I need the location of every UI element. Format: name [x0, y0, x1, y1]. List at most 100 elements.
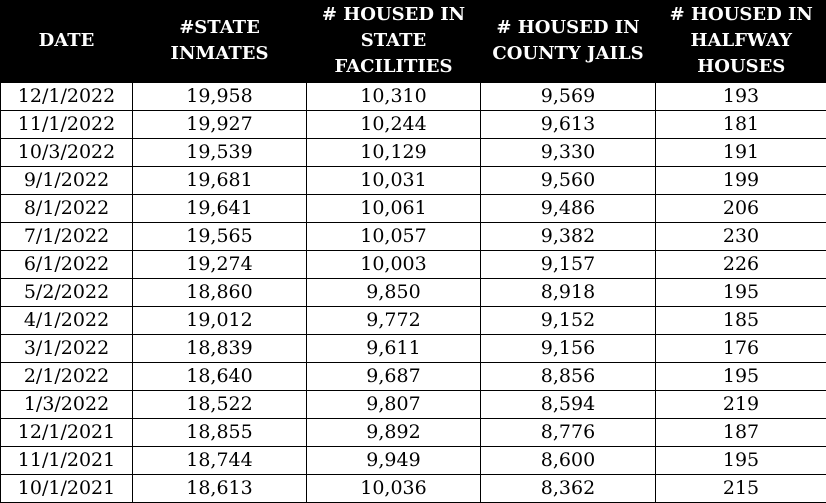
count-cell: 185: [656, 307, 826, 335]
header-line: #STATE: [133, 15, 306, 41]
header-line: # HOUSED IN: [656, 2, 826, 28]
count-cell: 10,244: [307, 111, 481, 139]
count-cell: 10,031: [307, 167, 481, 195]
count-cell: 10,129: [307, 139, 481, 167]
count-cell: 195: [656, 279, 826, 307]
count-cell: 8,776: [481, 419, 656, 447]
count-cell: 9,382: [481, 223, 656, 251]
count-cell: 181: [656, 111, 826, 139]
date-cell: 3/1/2022: [1, 335, 133, 363]
count-cell: 191: [656, 139, 826, 167]
date-cell: 4/1/2022: [1, 307, 133, 335]
date-cell: 12/1/2021: [1, 419, 133, 447]
header-line: HOUSES: [656, 54, 826, 80]
count-cell: 9,949: [307, 447, 481, 475]
count-cell: 18,860: [133, 279, 307, 307]
count-cell: 9,157: [481, 251, 656, 279]
count-cell: 9,560: [481, 167, 656, 195]
count-cell: 9,613: [481, 111, 656, 139]
count-cell: 19,958: [133, 83, 307, 111]
date-cell: 8/1/2022: [1, 195, 133, 223]
count-cell: 10,310: [307, 83, 481, 111]
count-cell: 9,569: [481, 83, 656, 111]
header-line: # HOUSED IN: [481, 15, 655, 41]
date-cell: 9/1/2022: [1, 167, 133, 195]
header-line: HALFWAY: [656, 28, 826, 54]
count-cell: 10,057: [307, 223, 481, 251]
count-cell: 187: [656, 419, 826, 447]
header-line: # HOUSED IN: [307, 2, 480, 28]
count-cell: 9,156: [481, 335, 656, 363]
count-cell: 195: [656, 447, 826, 475]
count-cell: 10,003: [307, 251, 481, 279]
date-cell: 7/1/2022: [1, 223, 133, 251]
count-cell: 219: [656, 391, 826, 419]
count-cell: 199: [656, 167, 826, 195]
count-cell: 18,744: [133, 447, 307, 475]
count-cell: 9,330: [481, 139, 656, 167]
count-cell: 18,522: [133, 391, 307, 419]
count-cell: 8,600: [481, 447, 656, 475]
count-cell: 8,362: [481, 475, 656, 503]
count-cell: 9,486: [481, 195, 656, 223]
count-cell: 19,565: [133, 223, 307, 251]
count-cell: 19,641: [133, 195, 307, 223]
date-cell: 1/3/2022: [1, 391, 133, 419]
header-line: DATE: [1, 28, 132, 54]
date-cell: 12/1/2022: [1, 83, 133, 111]
count-cell: 18,640: [133, 363, 307, 391]
count-cell: 19,539: [133, 139, 307, 167]
header-line: INMATES: [133, 41, 306, 67]
count-cell: 19,012: [133, 307, 307, 335]
date-cell: 11/1/2021: [1, 447, 133, 475]
header-line: FACILITIES: [307, 54, 480, 80]
date-cell: 10/3/2022: [1, 139, 133, 167]
count-cell: 10,036: [307, 475, 481, 503]
count-cell: 18,855: [133, 419, 307, 447]
count-cell: 19,927: [133, 111, 307, 139]
column-header: DATE: [1, 0, 133, 83]
count-cell: 206: [656, 195, 826, 223]
date-cell: 5/2/2022: [1, 279, 133, 307]
count-cell: 19,681: [133, 167, 307, 195]
count-cell: 8,856: [481, 363, 656, 391]
count-cell: 195: [656, 363, 826, 391]
count-cell: 9,807: [307, 391, 481, 419]
count-cell: 10,061: [307, 195, 481, 223]
header-line: STATE: [307, 28, 480, 54]
count-cell: 9,772: [307, 307, 481, 335]
count-cell: 9,687: [307, 363, 481, 391]
date-cell: 10/1/2021: [1, 475, 133, 503]
count-cell: 19,274: [133, 251, 307, 279]
count-cell: 215: [656, 475, 826, 503]
count-cell: 18,613: [133, 475, 307, 503]
count-cell: 18,839: [133, 335, 307, 363]
count-cell: 8,918: [481, 279, 656, 307]
count-cell: 176: [656, 335, 826, 363]
count-cell: 9,892: [307, 419, 481, 447]
count-cell: 226: [656, 251, 826, 279]
date-cell: 2/1/2022: [1, 363, 133, 391]
count-cell: 8,594: [481, 391, 656, 419]
date-cell: 6/1/2022: [1, 251, 133, 279]
